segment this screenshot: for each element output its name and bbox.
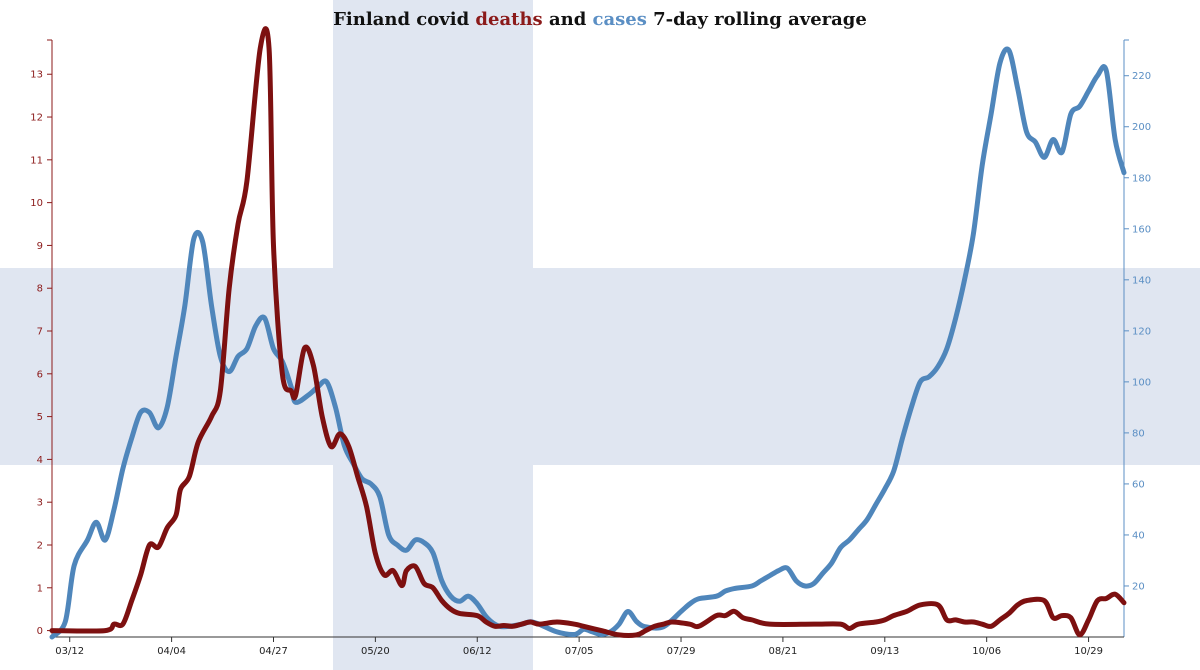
x-tick-label: 06/12 — [463, 646, 492, 657]
x-tick-label: 08/21 — [768, 646, 797, 657]
title-part-2: and — [543, 9, 593, 30]
x-tick-label: 10/29 — [1074, 646, 1103, 657]
y-left-tick-label: 10 — [30, 198, 43, 209]
y-left-tick-label: 12 — [30, 113, 43, 124]
title-part-4: 7-day rolling average — [647, 9, 867, 30]
title-part-0: Finland covid — [333, 9, 475, 30]
y-left-tick-label: 13 — [30, 70, 43, 81]
y-right-tick-label: 140 — [1132, 275, 1151, 286]
series-line-cases — [49, 46, 1127, 640]
y-left-tick-label: 7 — [37, 327, 43, 338]
y-right-tick-label: 160 — [1132, 224, 1151, 235]
y-right-tick-label: 80 — [1132, 428, 1145, 439]
y-right-tick-label: 220 — [1132, 71, 1151, 82]
y-right-tick-label: 20 — [1132, 581, 1145, 592]
x-tick-label: 07/29 — [667, 646, 696, 657]
flag-horizontal-band — [0, 268, 1200, 465]
y-left-tick-label: 6 — [37, 369, 43, 380]
title-part-3: cases — [593, 9, 647, 30]
x-tick-label: 03/12 — [55, 646, 84, 657]
chart-title: Finland covid deaths and cases 7-day rol… — [333, 9, 867, 30]
y-left-tick-label: 1 — [37, 583, 43, 594]
y-left-tick-label: 8 — [37, 284, 43, 295]
y-left-tick-label: 3 — [37, 498, 43, 509]
series-layer — [49, 26, 1127, 640]
y-left-tick-label: 9 — [37, 241, 43, 252]
y-right-tick-label: 120 — [1132, 326, 1151, 337]
series-line-deaths — [49, 26, 1127, 638]
y-left-tick-label: 2 — [37, 540, 43, 551]
y-right-tick-label: 40 — [1132, 530, 1145, 541]
x-tick-label: 10/06 — [972, 646, 1001, 657]
y-right-tick-label: 100 — [1132, 377, 1151, 388]
axes: 0123456789101112132040608010012014016018… — [30, 39, 1151, 657]
x-tick-label: 04/27 — [259, 646, 288, 657]
y-left-tick-label: 5 — [37, 412, 43, 423]
x-tick-label: 04/04 — [157, 646, 186, 657]
y-right-tick-label: 200 — [1132, 122, 1151, 133]
x-tick-label: 09/13 — [870, 646, 899, 657]
y-left-tick-label: 4 — [37, 455, 43, 466]
x-tick-label: 05/20 — [361, 646, 390, 657]
y-right-tick-label: 60 — [1132, 479, 1145, 490]
y-left-tick-label: 11 — [30, 155, 43, 166]
x-tick-label: 07/05 — [565, 646, 594, 657]
title-part-1: deaths — [475, 9, 542, 30]
y-left-tick-label: 0 — [37, 626, 43, 637]
y-right-tick-label: 180 — [1132, 173, 1151, 184]
